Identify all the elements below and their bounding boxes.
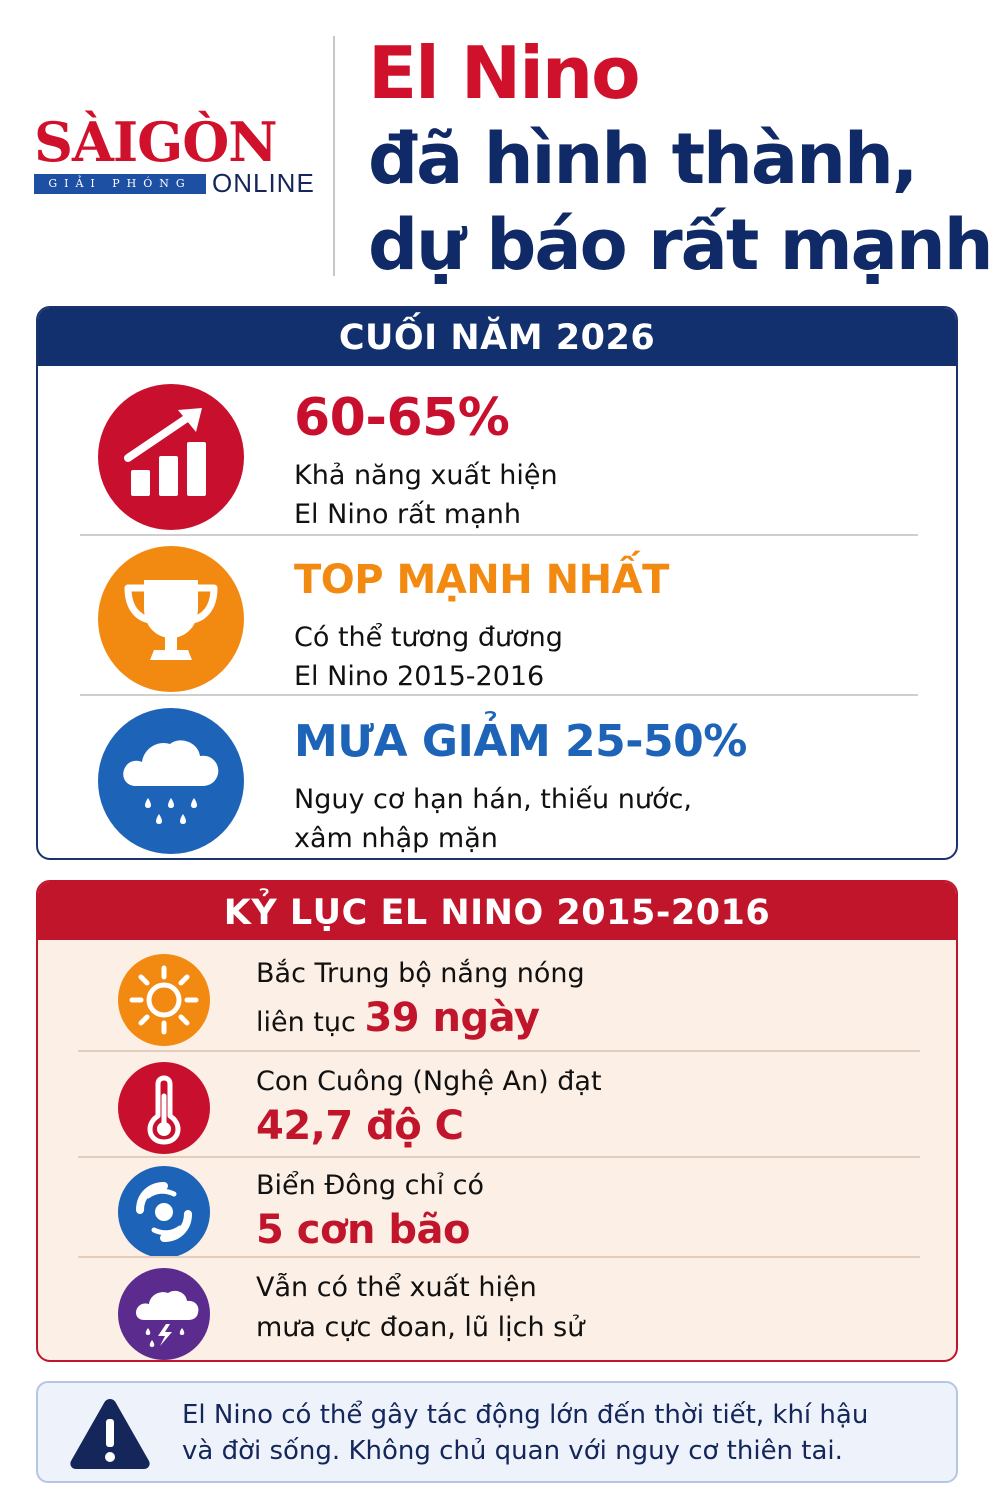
- divider: [78, 1256, 920, 1258]
- strength-desc-line-1: Có thể tương đương: [294, 622, 563, 653]
- forecast-item-rainfall: MƯA GIẢM 25-50% Nguy cơ hạn hán, thiếu n…: [38, 698, 956, 858]
- warning-text-line-1: El Nino có thể gây tác động lớn đến thời…: [182, 1400, 869, 1430]
- record-storms-highlight: 5 cơn bão: [256, 1207, 470, 1253]
- strength-desc: Có thể tương đương El Nino 2015-2016: [294, 618, 914, 696]
- forecast-item-strength: TOP MẠNH NHẤT Có thể tương đương El Nino…: [38, 536, 956, 696]
- record-temperature-highlight: 42,7 độ C: [256, 1103, 464, 1149]
- forecast-item-probability: 60-65% Khả năng xuất hiện El Nino rất mạ…: [38, 374, 956, 534]
- record-heat-highlight: 39 ngày: [364, 995, 540, 1041]
- storm-cloud-icon: [118, 1268, 210, 1360]
- records-panel: KỶ LỤC EL NINO 2015-2016 Bắc Trung bộ nắ…: [36, 880, 958, 1362]
- logo-online: ONLINE: [212, 168, 315, 198]
- page-title: El Nino đã hình thành, dự báo rất mạnh: [368, 30, 994, 288]
- title-line-2: đã hình thành,: [368, 118, 918, 200]
- record-storms-text: Biển Đông chỉ có 5 cơn bão: [256, 1166, 916, 1254]
- divider: [80, 534, 918, 536]
- probability-desc-line-2: El Nino rất mạnh: [294, 499, 521, 530]
- record-item-temperature: Con Cuông (Nghệ An) đạt 42,7 độ C: [38, 1054, 956, 1158]
- probability-desc-line-1: Khả năng xuất hiện: [294, 460, 558, 491]
- warning-text-line-2: và đời sống. Không chủ quan với nguy cơ …: [182, 1436, 843, 1466]
- rainfall-desc: Nguy cơ hạn hán, thiếu nước, xâm nhập mặ…: [294, 780, 914, 858]
- record-item-extreme-rain: Vẫn có thể xuất hiện mưa cực đoan, lũ lị…: [38, 1260, 956, 1360]
- record-heat-prefix: liên tục: [256, 1007, 365, 1038]
- divider: [78, 1156, 920, 1158]
- record-item-storms: Biển Đông chỉ có 5 cơn bão: [38, 1158, 956, 1262]
- warning-note: El Nino có thể gây tác động lớn đến thời…: [36, 1381, 958, 1483]
- record-heat-text: Bắc Trung bộ nắng nóng liên tục 39 ngày: [256, 954, 916, 1047]
- record-temperature-text: Con Cuông (Nghệ An) đạt 42,7 độ C: [256, 1062, 916, 1150]
- record-storms-line-1: Biển Đông chỉ có: [256, 1170, 485, 1201]
- strength-value: TOP MẠNH NHẤT: [294, 557, 669, 603]
- record-temperature-line-1: Con Cuông (Nghệ An) đạt: [256, 1066, 602, 1097]
- header-divider: [333, 36, 335, 276]
- probability-desc: Khả năng xuất hiện El Nino rất mạnh: [294, 456, 914, 534]
- sun-icon: [118, 954, 210, 1046]
- record-extreme-rain-text: Vẫn có thể xuất hiện mưa cực đoan, lũ lị…: [256, 1268, 916, 1348]
- rain-cloud-icon: [98, 708, 244, 854]
- records-heading: KỶ LỤC EL NINO 2015-2016: [38, 882, 956, 940]
- rainfall-value: MƯA GIẢM 25-50%: [294, 716, 747, 767]
- divider: [78, 1050, 920, 1052]
- title-line-3: dự báo rất mạnh: [368, 204, 994, 286]
- forecast-heading: CUỐI NĂM 2026: [38, 308, 956, 366]
- title-line-1: El Nino: [368, 31, 641, 115]
- logo-name: SÀIGÒN: [34, 110, 278, 174]
- brand-logo[interactable]: SÀIGÒN GIẢI PHÓNG ONLINE: [34, 110, 319, 198]
- forecast-panel: CUỐI NĂM 2026 60-65% Khả năng xuất hiện …: [36, 306, 958, 860]
- probability-value: 60-65%: [294, 388, 510, 448]
- warning-icon: [70, 1399, 150, 1469]
- record-item-heat: Bắc Trung bộ nắng nóng liên tục 39 ngày: [38, 946, 956, 1050]
- record-heat-line-1: Bắc Trung bộ nắng nóng: [256, 958, 585, 989]
- record-heat-line-2: liên tục 39 ngày: [256, 994, 916, 1047]
- cyclone-icon: [118, 1166, 210, 1258]
- warning-text: El Nino có thể gây tác động lớn đến thời…: [182, 1397, 942, 1469]
- record-extreme-rain-line-1: Vẫn có thể xuất hiện: [256, 1272, 537, 1303]
- rainfall-desc-line-2: xâm nhập mặn: [294, 823, 498, 854]
- thermometer-icon: [118, 1062, 210, 1154]
- strength-desc-line-2: El Nino 2015-2016: [294, 661, 545, 692]
- trophy-icon: [98, 546, 244, 692]
- divider: [80, 694, 918, 696]
- rising-bars-icon: [98, 384, 244, 530]
- record-extreme-rain-line-2: mưa cực đoan, lũ lịch sử: [256, 1312, 585, 1343]
- logo-subtitle: GIẢI PHÓNG: [34, 174, 206, 194]
- rainfall-desc-line-1: Nguy cơ hạn hán, thiếu nước,: [294, 784, 692, 815]
